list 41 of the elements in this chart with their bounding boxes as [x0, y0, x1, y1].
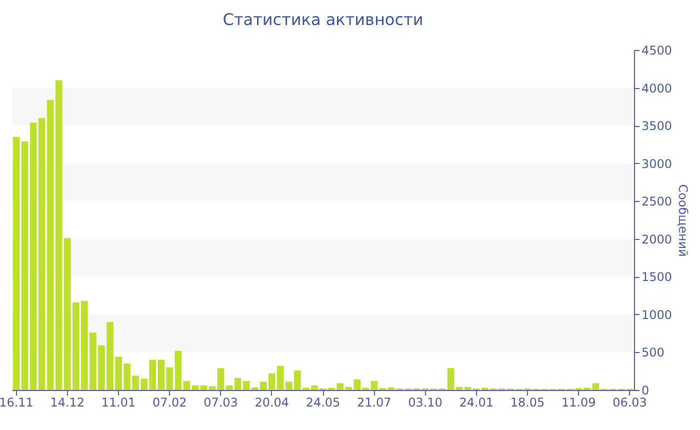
x-tick-label: 07.03	[204, 396, 238, 410]
bar	[38, 118, 46, 390]
x-tick-label: 18.05	[510, 396, 545, 410]
y-tick-label: 1000	[642, 308, 672, 322]
x-tick-label: 16.11	[0, 396, 34, 410]
y-axis-title: Сообщений	[676, 184, 690, 257]
y-tick-label: 3500	[642, 119, 672, 134]
bar	[251, 387, 258, 390]
x-tick-label: 11.09	[561, 396, 596, 410]
bar	[208, 386, 216, 390]
bar	[242, 380, 250, 390]
y-tick-label: 4000	[642, 81, 672, 96]
x-tick-label: 24.05	[306, 396, 340, 410]
x-tick-label: 06.03	[612, 396, 647, 410]
x-tick-label: 14.12	[50, 396, 85, 410]
y-tick-label: 2000	[642, 232, 672, 246]
y-tick-label: 2500	[642, 194, 672, 209]
x-tick-label: 07.02	[152, 396, 187, 410]
bar	[388, 387, 395, 390]
bar	[12, 136, 20, 390]
x-tick-label: 24.01	[459, 396, 494, 410]
x-tick-label: 20.04	[254, 396, 290, 410]
x-tick-label: 21.07	[356, 396, 392, 410]
bar	[200, 385, 208, 390]
bar	[234, 378, 242, 390]
x-tick-label: 11.01	[101, 396, 136, 410]
bar	[183, 380, 190, 390]
bar	[21, 141, 28, 390]
y-tick-label: 4500	[642, 44, 672, 58]
bar	[456, 386, 463, 390]
bar	[192, 385, 199, 390]
y-tick-label: 500	[642, 346, 664, 360]
y-tick-label: 1500	[642, 270, 672, 284]
bar	[217, 368, 224, 390]
y-tick-label: 3000	[642, 156, 672, 171]
bar	[226, 385, 233, 390]
x-tick-label: 03.10	[408, 396, 442, 410]
bar	[447, 368, 454, 390]
y-tick-label: 0	[642, 384, 650, 398]
bar	[30, 122, 37, 390]
chart-title: Статистика активности	[222, 10, 424, 29]
